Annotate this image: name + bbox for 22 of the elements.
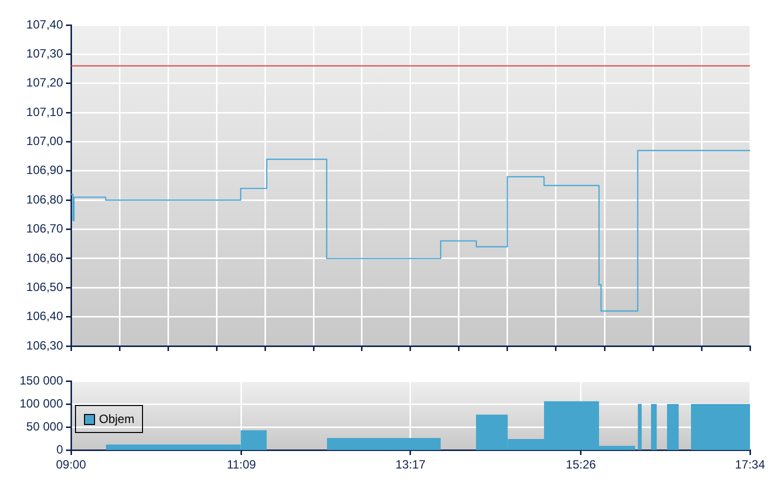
y-tick-label: 0	[56, 442, 64, 456]
y-tick-label: 107,40	[26, 17, 64, 32]
y-tick-label: 106,40	[26, 309, 64, 324]
y-tick-label: 50 000	[26, 419, 64, 434]
x-tick-label: 09:00	[56, 458, 86, 472]
y-tick-label: 106,90	[26, 163, 64, 178]
series-label: Objem	[99, 412, 134, 426]
x-tick-label: 11:09	[226, 458, 256, 472]
y-tick-label: 106,70	[26, 222, 64, 236]
y-tick-label: 107,20	[26, 76, 64, 90]
y-tick-label: 106,80	[26, 192, 64, 206]
y-tick-label: 150 000	[20, 373, 64, 388]
y-tick-label: 107,00	[26, 134, 64, 148]
x-tick-label: 15:26	[566, 458, 596, 472]
y-tick-label: 106,60	[26, 250, 64, 265]
y-tick-label: 107,30	[26, 46, 64, 60]
x-tick-label: 17:34	[734, 458, 766, 472]
y-tick-label: 100 000	[20, 396, 64, 410]
x-tick-label: 13:17	[395, 458, 426, 472]
y-tick-label: 107,10	[26, 104, 64, 119]
y-tick-label: 106,30	[26, 338, 64, 352]
y-tick-label: 106,50	[26, 280, 64, 294]
